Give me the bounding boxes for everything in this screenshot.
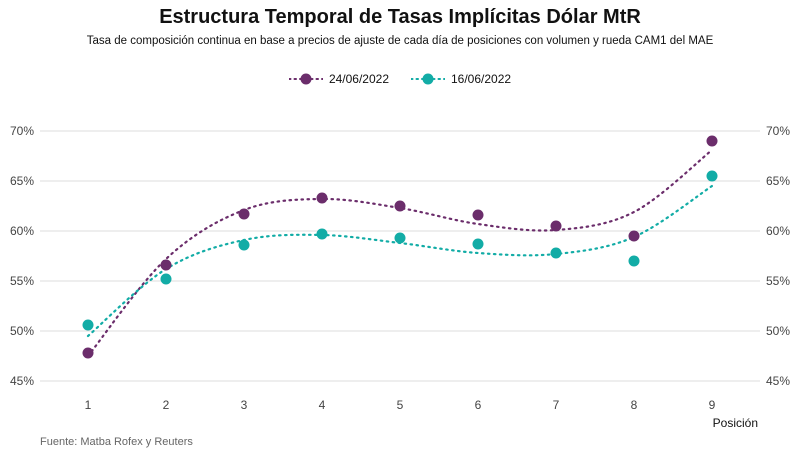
y-tick-label-right: 65%: [766, 174, 790, 188]
y-tick-label-left: 55%: [10, 274, 34, 288]
x-tick-label: 8: [631, 398, 638, 412]
x-tick-label: 7: [553, 398, 560, 412]
x-tick-label: 2: [163, 398, 170, 412]
x-tick-label: 4: [319, 398, 326, 412]
y-tick-label-right: 50%: [766, 324, 790, 338]
data-point-series-2: [550, 247, 562, 259]
x-tick-label: 3: [241, 398, 248, 412]
legend-label-series-1: 24/06/2022: [328, 72, 389, 86]
data-point-series-2: [706, 170, 718, 182]
x-tick-label: 6: [475, 398, 482, 412]
data-point-series-1: [472, 209, 484, 221]
y-tick-label-right: 45%: [766, 374, 790, 388]
trend-line-series-1: [86, 148, 714, 358]
data-point-series-2: [316, 228, 328, 240]
data-point-series-2: [160, 273, 172, 285]
legend-marker-series-2: [411, 73, 445, 85]
y-tick-label-left: 65%: [10, 174, 34, 188]
x-tick-label: 5: [397, 398, 404, 412]
source-caption: Fuente: Matba Rofex y Reuters: [40, 436, 193, 448]
y-tick-label-right: 55%: [766, 274, 790, 288]
x-tick-label: 1: [85, 398, 92, 412]
data-point-series-2: [238, 239, 250, 251]
data-point-series-1: [628, 230, 640, 242]
y-tick-label-right: 70%: [766, 124, 790, 138]
y-tick-label-right: 60%: [766, 224, 790, 238]
x-tick-label: 9: [709, 398, 716, 412]
data-point-series-2: [82, 319, 94, 331]
legend-item-series-2: 16/06/2022: [411, 72, 511, 86]
y-tick-label-left: 60%: [10, 224, 34, 238]
data-point-series-1: [394, 200, 406, 212]
legend-label-series-2: 16/06/2022: [451, 72, 512, 86]
legend-marker-series-1: [288, 73, 323, 85]
data-point-series-2: [472, 238, 484, 250]
y-tick-label-left: 70%: [10, 124, 34, 138]
x-axis-label: Posición: [713, 416, 758, 430]
data-point-series-1: [316, 192, 328, 204]
chart-title: Estructura Temporal de Tasas Implícitas …: [159, 6, 641, 28]
chart-subtitle: Tasa de composición continua en base a p…: [86, 35, 714, 47]
legend-item-series-1: 24/06/2022: [288, 72, 389, 86]
data-point-series-2: [394, 232, 406, 244]
data-point-series-1: [238, 208, 250, 220]
data-point-series-1: [82, 347, 94, 359]
data-point-series-1: [550, 220, 562, 232]
data-point-series-1: [706, 135, 718, 147]
y-tick-label-left: 50%: [10, 324, 34, 338]
data-point-series-1: [160, 259, 172, 271]
y-tick-label-left: 45%: [10, 374, 34, 388]
data-point-series-2: [628, 255, 640, 267]
trend-line-series-2: [86, 184, 714, 338]
legend: 24/06/2022 16/06/2022: [0, 72, 800, 86]
